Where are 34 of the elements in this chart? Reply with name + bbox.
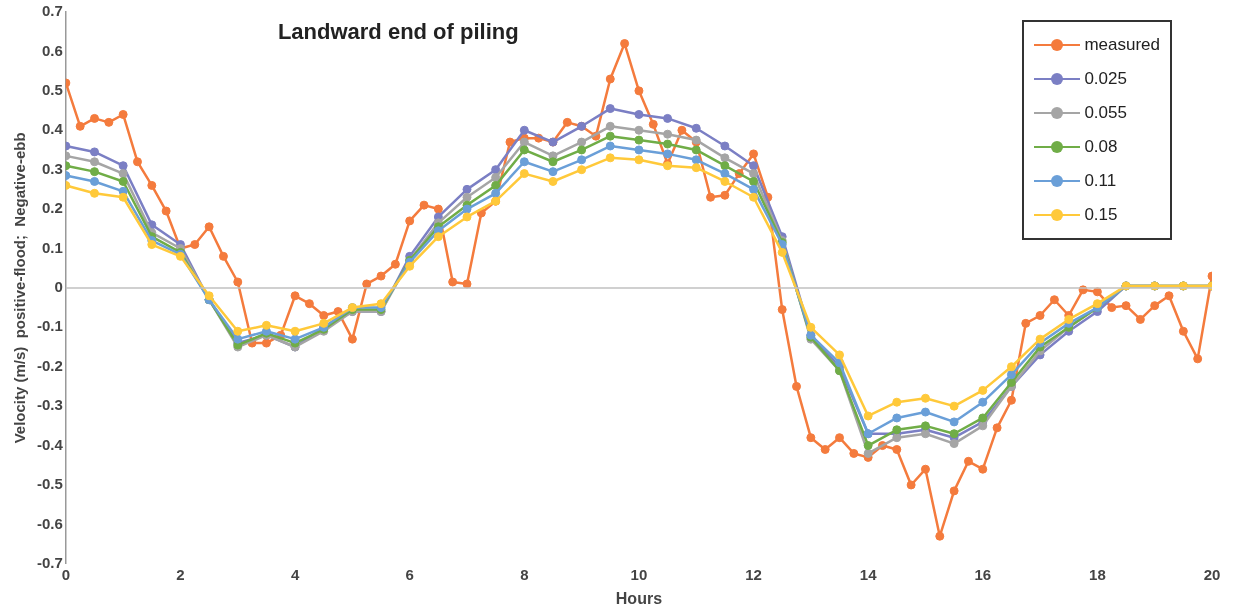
x-tick-label: 20 — [1203, 565, 1221, 583]
y-tick-label: 0.5 — [41, 80, 63, 98]
x-tick-label: 10 — [630, 565, 648, 583]
legend-label: measured — [1084, 35, 1160, 55]
legend-label: 0.08 — [1084, 137, 1118, 157]
y-tick-label: -0.4 — [36, 435, 64, 453]
x-axis-title: Hours — [615, 589, 663, 607]
y-tick-label: -0.7 — [36, 553, 63, 571]
y-tick-label: 0.2 — [41, 199, 63, 217]
x-tick-label: 4 — [290, 565, 300, 583]
x-tick-label: 2 — [176, 565, 185, 583]
x-tick-label: 18 — [1089, 565, 1106, 583]
y-axis-title: Velocity (m/s) positive-flood; Negative-ebb — [11, 132, 29, 444]
y-tick-label: 0.1 — [41, 238, 63, 256]
y-tick-label: -0.2 — [36, 356, 63, 374]
y-tick-label: 0.6 — [41, 41, 63, 59]
y-tick-label: -0.3 — [36, 396, 63, 414]
legend-label: 0.15 — [1084, 205, 1118, 225]
x-tick-label: 6 — [405, 565, 414, 583]
y-tick-label: -0.5 — [36, 475, 63, 493]
y-tick-label: 0.4 — [41, 120, 64, 138]
y-tick-label: -0.1 — [36, 317, 63, 335]
y-tick-label: -0.6 — [36, 514, 63, 532]
x-tick-label: 12 — [745, 565, 762, 583]
legend-label: 0.055 — [1084, 103, 1127, 123]
chart-title: Landward end of piling — [277, 19, 519, 45]
y-tick-label: 0.7 — [41, 2, 63, 20]
x-tick-label: 8 — [520, 565, 529, 583]
x-tick-label: 16 — [974, 565, 992, 583]
y-tick-label: 0 — [54, 278, 63, 296]
y-tick-label: 0.3 — [41, 159, 63, 177]
x-tick-label: 14 — [859, 565, 878, 583]
legend-label: 0.11 — [1084, 171, 1117, 191]
legend-label: 0.025 — [1084, 69, 1127, 89]
